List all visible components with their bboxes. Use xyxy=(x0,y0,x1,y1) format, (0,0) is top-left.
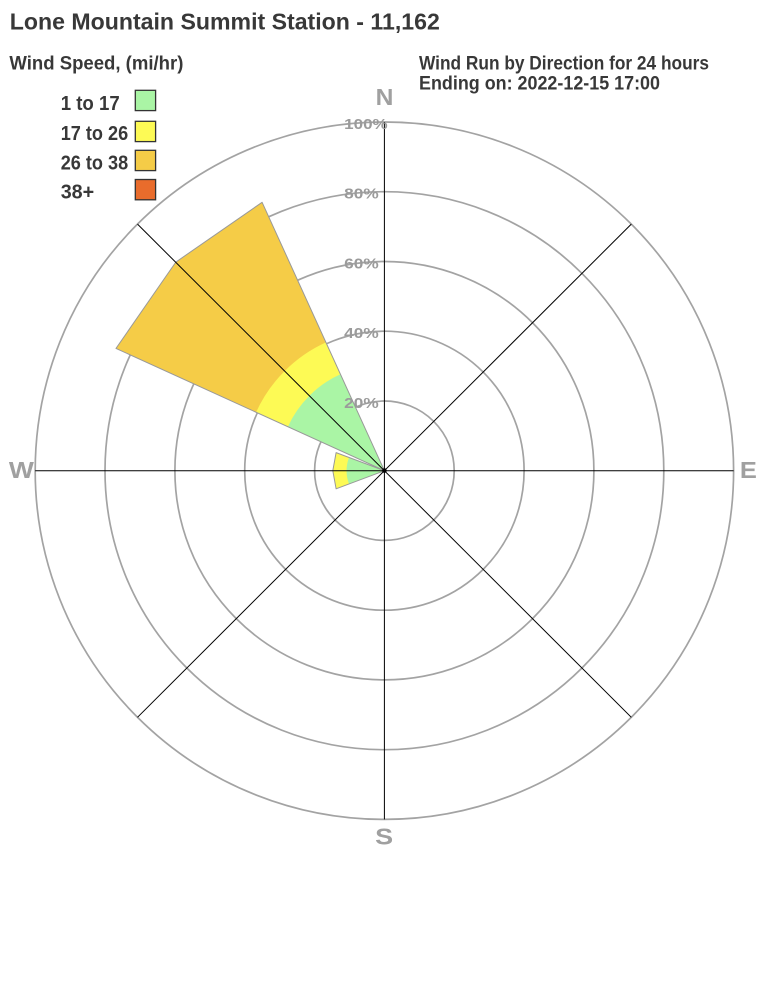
svg-text:N: N xyxy=(376,84,394,110)
svg-text:Lone Mountain Summit Station -: Lone Mountain Summit Station - 11,162 xyxy=(10,9,440,35)
svg-text:E: E xyxy=(740,457,757,483)
svg-text:Wind Run by Direction for 24 h: Wind Run by Direction for 24 hours xyxy=(419,54,709,75)
svg-text:38+: 38+ xyxy=(61,182,94,204)
svg-text:Ending on: 2022-12-15 17:00: Ending on: 2022-12-15 17:00 xyxy=(419,73,660,94)
svg-text:W: W xyxy=(9,457,35,483)
svg-text:Wind Speed, (mi/hr): Wind Speed, (mi/hr) xyxy=(9,54,183,75)
svg-text:80%: 80% xyxy=(344,186,379,203)
svg-text:26 to 38: 26 to 38 xyxy=(61,153,129,175)
svg-text:20%: 20% xyxy=(344,395,379,412)
svg-text:40%: 40% xyxy=(344,325,379,342)
svg-text:17 to 26: 17 to 26 xyxy=(61,123,129,145)
svg-text:60%: 60% xyxy=(344,255,379,272)
svg-text:S: S xyxy=(375,824,393,850)
svg-text:100%: 100% xyxy=(344,116,388,133)
svg-text:1 to 17: 1 to 17 xyxy=(61,93,120,115)
